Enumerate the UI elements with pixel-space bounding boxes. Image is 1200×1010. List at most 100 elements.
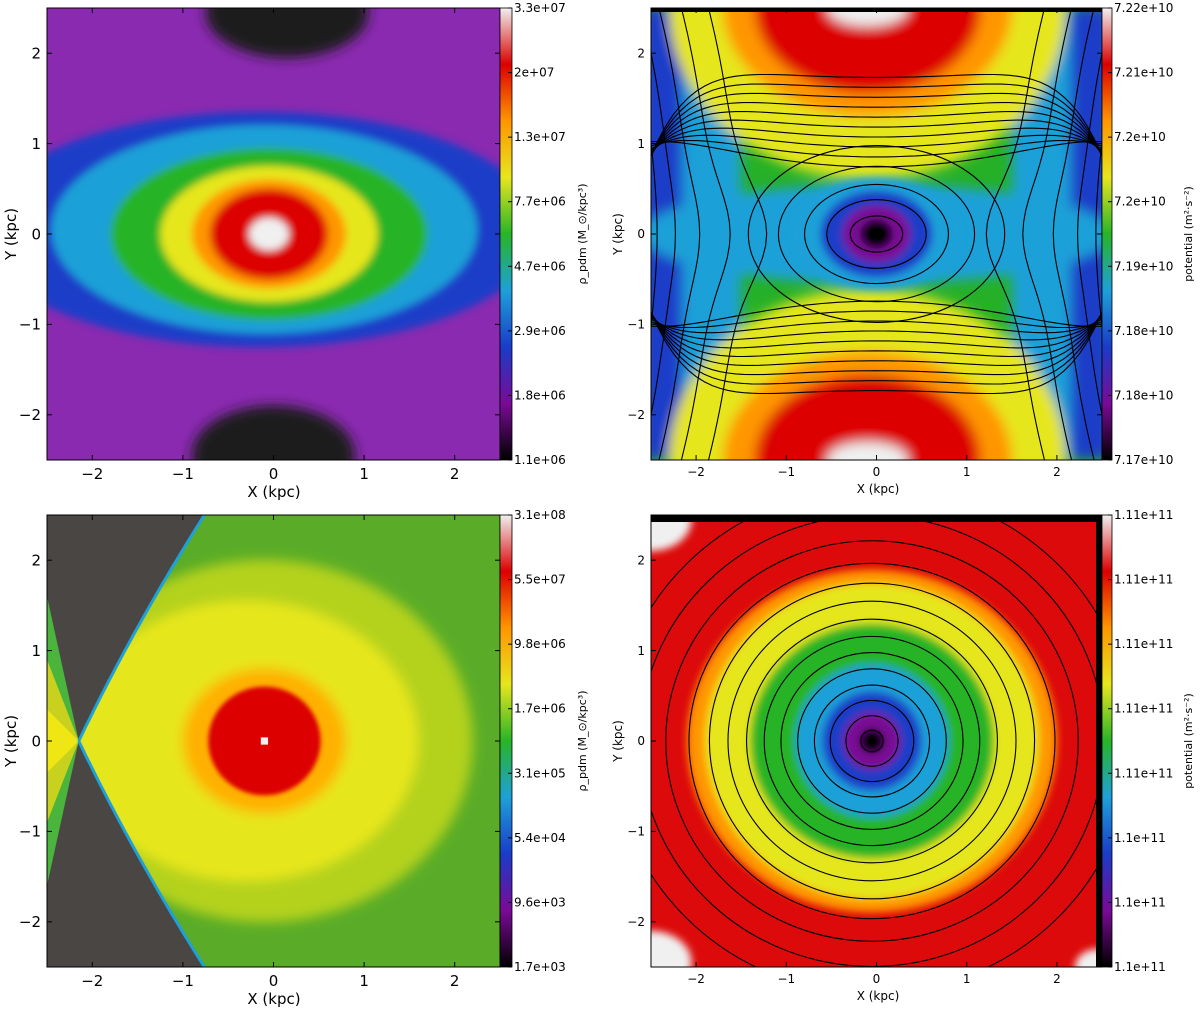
colorbar-tick-label: 2.9e+06	[514, 324, 566, 338]
colorbar-tick-label: 1.11e+11	[1114, 637, 1173, 651]
y-tick-label: 0	[637, 734, 645, 748]
colorbar-ticks-1: 3.3e+07 2e+07 1.3e+07 7.7e+06 4.7e+06 2.9e+06…	[508, 1, 566, 467]
contour-ring	[665, 540, 1079, 942]
colorbar-tick-label: 1.1e+11	[1114, 960, 1166, 974]
colorbar-label-4: potential (m²·s⁻²)	[1182, 693, 1195, 789]
contour-side	[1077, 50, 1102, 418]
x-tick-label: 1	[359, 465, 369, 483]
panel-top-left: −2 −2 −1 −1 0 0 1 1 2 2 X (kpc) Y (kpc) 3.3e+07 2e…	[2, 1, 589, 501]
colorbar-label-1: ρ_pdm (M_⊙/kpc³)	[576, 184, 589, 285]
colorbar-tick-label: 1.11e+11	[1114, 573, 1173, 587]
y-tick-label: 1	[31, 642, 41, 660]
wedge-edges	[77, 515, 206, 967]
contour-side	[1095, 137, 1102, 331]
potential-field-4	[651, 515, 1102, 967]
potential-well	[790, 178, 963, 290]
contour-center	[804, 183, 949, 285]
y-axis-label-4: Y (kpc)	[611, 720, 625, 763]
contour-lobe	[651, 310, 1102, 395]
contour-ring	[763, 635, 981, 847]
contour-lobe	[651, 318, 1102, 334]
contour-side	[707, 8, 768, 460]
contour-lobe	[651, 310, 1102, 329]
axis-ticks-1: −2 −2 −1 −1 0 0 1 1 2 2	[19, 8, 500, 483]
axis-ticks-3: −2 −2 −1 −1 0 0 1 1 2 2	[19, 515, 500, 990]
x-tick-label: −1	[777, 465, 795, 479]
contour-ring	[780, 652, 964, 830]
colorbar-tick-label: 3.3e+07	[514, 1, 566, 15]
contour-center	[849, 215, 904, 253]
contour-side	[651, 50, 676, 418]
x-tick-label: −2	[81, 465, 103, 483]
colorbar-tick-label: 9.8e+06	[514, 637, 566, 651]
minimum-bottom	[191, 405, 356, 460]
minimum-top	[205, 8, 369, 58]
contour-lobe	[651, 300, 1102, 328]
corner-top-left	[651, 515, 692, 552]
y-tick-label: 2	[31, 44, 41, 62]
panel-bottom-left: −2 −2 −1 −1 0 0 1 1 2 2 X (kpc) Y (kpc) 3.1e+08 5.…	[2, 508, 589, 1008]
contour-side	[651, 137, 658, 331]
colorbar-tick-label: 2e+07	[514, 66, 554, 80]
y-tick-label: −2	[627, 915, 645, 929]
y-tick-label: 2	[31, 551, 41, 569]
y-tick-label: 0	[31, 732, 41, 750]
x-tick-label: 1	[963, 972, 971, 986]
contour-lobe	[651, 127, 1102, 153]
colorbar-tick-label: 7.18e+10	[1114, 388, 1173, 402]
density-minima	[191, 8, 369, 460]
contour-side	[658, 8, 701, 460]
colorbar-tick-label: 7.17e+10	[1114, 453, 1173, 467]
colorbar-tick-label: 3.1e+05	[514, 766, 566, 780]
contour-center	[826, 199, 927, 269]
contour-lobe	[651, 119, 1102, 154]
colorbar-tick-label: 1.3e+07	[514, 130, 566, 144]
contour-lobe	[651, 92, 1102, 157]
colorbar-tick-label: 7.21e+10	[1114, 66, 1173, 80]
contour-center	[747, 145, 1006, 323]
colorbar-tick-label: 1.11e+11	[1114, 702, 1173, 716]
contour-lobe	[651, 311, 1102, 376]
contour-lobe	[651, 312, 1102, 358]
x-tick-label: −1	[172, 972, 194, 990]
colorbar-tick-label: 7.22e+10	[1114, 1, 1173, 15]
colorbar-ticks-4: 1.11e+11 1.11e+11 1.11e+11 1.11e+11 1.11e+11…	[1108, 508, 1173, 974]
colorbar-tick-label: 5.4e+04	[514, 831, 566, 845]
y-tick-label: −2	[19, 406, 41, 424]
colorbar-tick-label: 7.2e+10	[1114, 195, 1166, 209]
y-tick-label: −1	[627, 318, 645, 332]
y-tick-label: 1	[637, 644, 645, 658]
y-tick-label: −1	[627, 825, 645, 839]
contour-ring	[860, 729, 884, 753]
y-tick-label: 0	[637, 227, 645, 241]
colorbar-2	[1101, 7, 1113, 461]
x-tick-label: −1	[172, 465, 194, 483]
contour-ring	[829, 699, 915, 783]
x-tick-label: 2	[450, 972, 460, 990]
y-tick-label: 2	[637, 46, 645, 60]
y-tick-label: 0	[31, 225, 41, 243]
contour-lobe	[651, 139, 1102, 158]
density-field-3	[47, 515, 473, 967]
y-axis-label-2: Y (kpc)	[611, 213, 625, 256]
contour-lobe	[651, 73, 1102, 158]
x-tick-label: 1	[963, 465, 971, 479]
x-tick-label: 2	[450, 465, 460, 483]
x-tick-label: −2	[687, 972, 705, 986]
y-tick-label: 1	[31, 135, 41, 153]
colorbar-tick-label: 7.18e+10	[1114, 324, 1173, 338]
colorbar-tick-label: 4.7e+06	[514, 259, 566, 273]
contour-lines-2	[651, 8, 1102, 460]
lobe-top-red	[754, 8, 981, 94]
x-axis-label-2: X (kpc)	[857, 482, 900, 496]
colorbar-tick-label: 5.5e+07	[514, 573, 566, 587]
y-axis-label-3: Y (kpc)	[2, 715, 20, 768]
contour-lobe	[651, 314, 1102, 349]
x-tick-label: 2	[1053, 972, 1061, 986]
contour-side	[985, 8, 1046, 460]
x-tick-label: −2	[81, 972, 103, 990]
lobe-bottom-peak	[826, 441, 909, 460]
